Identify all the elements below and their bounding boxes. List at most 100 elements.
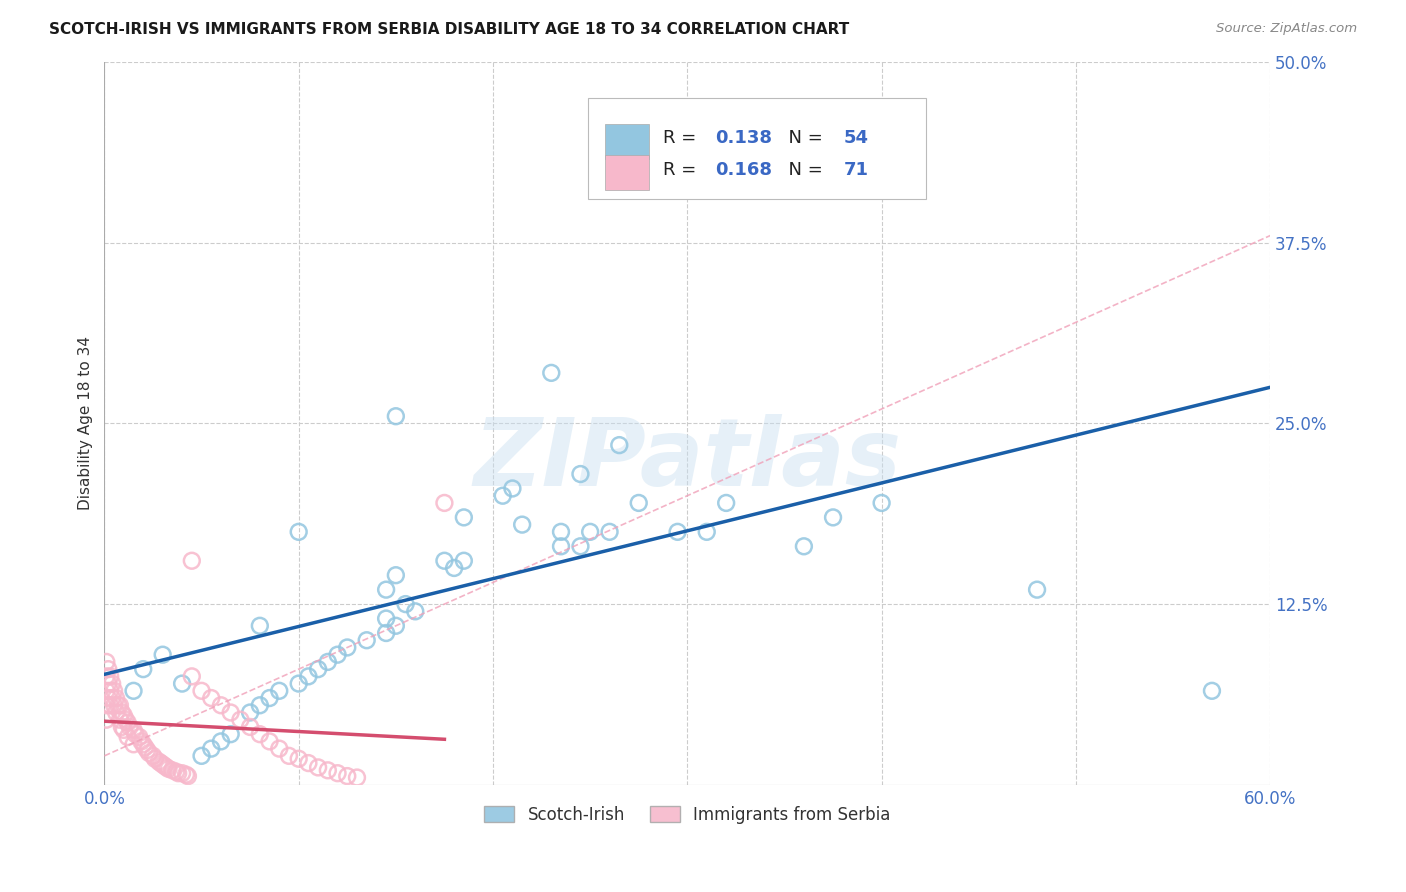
FancyBboxPatch shape <box>588 98 927 200</box>
Point <box>647 135 669 149</box>
Point <box>103 698 125 713</box>
Point <box>599 524 621 539</box>
Legend: Scotch-Irish, Immigrants from Serbia: Scotch-Irish, Immigrants from Serbia <box>478 799 897 830</box>
Point <box>172 766 194 780</box>
Point <box>249 619 271 633</box>
Point <box>336 769 359 783</box>
Point <box>129 734 152 748</box>
Point <box>96 713 118 727</box>
Point <box>97 676 120 690</box>
Point <box>540 366 562 380</box>
Point <box>453 510 475 524</box>
Point <box>1026 582 1049 597</box>
Point <box>219 706 242 720</box>
Point <box>336 640 359 655</box>
Point <box>167 766 190 780</box>
Text: 0.138: 0.138 <box>716 128 772 146</box>
Point <box>696 524 718 539</box>
Point <box>162 764 184 778</box>
Point <box>174 767 197 781</box>
Point <box>375 611 398 625</box>
FancyBboxPatch shape <box>605 155 648 190</box>
Point <box>180 669 202 683</box>
Point <box>200 691 222 706</box>
Point <box>97 691 120 706</box>
Point <box>287 676 309 690</box>
Point <box>98 698 121 713</box>
Point <box>404 604 426 618</box>
Point <box>356 633 378 648</box>
Point <box>259 691 281 706</box>
Point <box>132 662 155 676</box>
Point <box>118 720 141 734</box>
Point <box>97 662 120 676</box>
Point <box>666 524 689 539</box>
Point <box>307 662 329 676</box>
Point <box>107 698 129 713</box>
Point <box>200 741 222 756</box>
Point <box>103 683 125 698</box>
Point <box>209 734 232 748</box>
Point <box>569 539 592 553</box>
Point <box>143 752 166 766</box>
Point <box>101 691 124 706</box>
Point <box>105 706 128 720</box>
Point <box>96 655 118 669</box>
Point <box>98 669 121 683</box>
Point <box>128 730 150 744</box>
Point <box>1201 683 1223 698</box>
Text: 54: 54 <box>844 128 869 146</box>
Text: ZIPatlas: ZIPatlas <box>474 414 901 506</box>
Text: N =: N = <box>778 161 828 178</box>
Text: N =: N = <box>778 128 828 146</box>
Point <box>550 539 572 553</box>
Point <box>259 734 281 748</box>
Point <box>627 496 650 510</box>
Point <box>287 752 309 766</box>
Point <box>117 730 139 744</box>
Point <box>152 757 174 772</box>
Point <box>346 771 368 785</box>
Point <box>148 755 170 769</box>
Point <box>111 720 134 734</box>
Point <box>190 683 212 698</box>
Point <box>153 759 176 773</box>
Point <box>96 683 118 698</box>
Point <box>394 597 416 611</box>
Point <box>453 554 475 568</box>
Point <box>122 723 145 737</box>
Point <box>326 648 349 662</box>
Point <box>138 746 160 760</box>
Point <box>569 467 592 481</box>
Point <box>124 727 146 741</box>
Point <box>307 760 329 774</box>
Point <box>122 737 145 751</box>
Point <box>229 713 252 727</box>
Text: Source: ZipAtlas.com: Source: ZipAtlas.com <box>1216 22 1357 36</box>
Point <box>443 561 465 575</box>
Point <box>278 748 301 763</box>
Text: R =: R = <box>662 161 702 178</box>
Point <box>172 676 194 690</box>
Point <box>155 760 177 774</box>
FancyBboxPatch shape <box>605 124 648 159</box>
Point <box>98 683 121 698</box>
Point <box>149 756 172 770</box>
Point <box>190 748 212 763</box>
Text: 0.168: 0.168 <box>716 161 772 178</box>
Point <box>136 743 159 757</box>
Point <box>219 727 242 741</box>
Point <box>297 669 319 683</box>
Point <box>375 626 398 640</box>
Point <box>297 756 319 770</box>
Point <box>112 708 135 723</box>
Point <box>177 769 200 783</box>
Point <box>209 698 232 713</box>
Point <box>112 723 135 737</box>
Point <box>134 740 156 755</box>
Text: 71: 71 <box>844 161 869 178</box>
Point <box>96 698 118 713</box>
Point <box>607 438 630 452</box>
Point <box>316 655 339 669</box>
Text: SCOTCH-IRISH VS IMMIGRANTS FROM SERBIA DISABILITY AGE 18 TO 34 CORRELATION CHART: SCOTCH-IRISH VS IMMIGRANTS FROM SERBIA D… <box>49 22 849 37</box>
